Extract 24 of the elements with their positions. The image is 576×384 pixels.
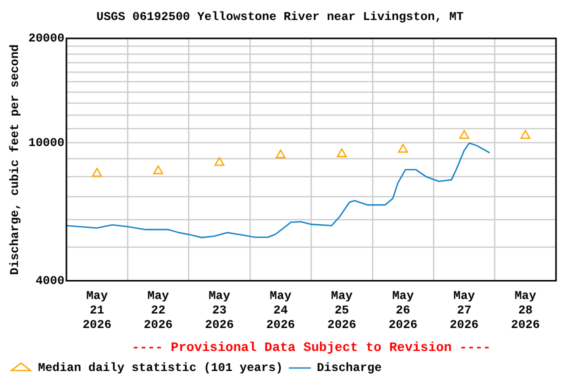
x-tick-label: May 25 2026 bbox=[327, 289, 356, 332]
point bbox=[276, 150, 286, 158]
point bbox=[153, 165, 164, 174]
x-tick-label: May 23 2026 bbox=[205, 289, 234, 332]
x-tick-label: May 27 2026 bbox=[450, 289, 479, 332]
y-tick-label: 10000 bbox=[28, 136, 64, 150]
point bbox=[214, 157, 224, 166]
y-tick-label: 20000 bbox=[28, 31, 64, 46]
y-tick-label: 4000 bbox=[36, 274, 64, 288]
point bbox=[459, 130, 470, 139]
x-tick-label: May 24 2026 bbox=[266, 289, 296, 332]
point bbox=[520, 130, 530, 139]
x-tick-label: May 28 2026 bbox=[510, 289, 540, 332]
point bbox=[92, 168, 102, 177]
text: ---- Provisional Data Subject to Revision ---- bbox=[132, 340, 491, 355]
legend-label: Median daily statistic (101 years) bbox=[38, 361, 283, 376]
x-tick-label: May 26 2026 bbox=[388, 289, 418, 332]
x-tick-label: May 22 2026 bbox=[144, 289, 173, 332]
point bbox=[398, 144, 408, 153]
x-tick-label: May 21 2026 bbox=[82, 289, 112, 332]
legend-label: Discharge bbox=[316, 361, 382, 376]
y-axis-title: Discharge, cubic feet per second bbox=[8, 44, 22, 275]
chart-title: USGS 06192500 Yellowstone River near Livingston, MT bbox=[96, 10, 464, 24]
point bbox=[336, 148, 347, 158]
